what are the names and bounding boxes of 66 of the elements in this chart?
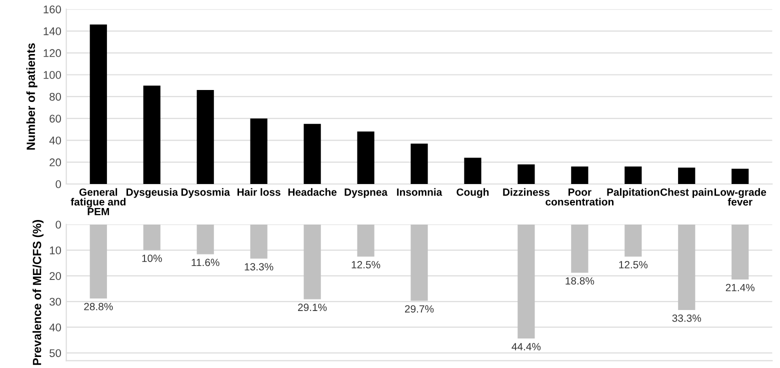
data-label: 44.4% [512, 343, 541, 350]
y-tick-label: 80 [50, 92, 62, 101]
x-tick-label: Headache [288, 188, 337, 196]
bar [732, 224, 749, 280]
x-tick-label: Cough [456, 188, 489, 198]
y-tick-label: 40 [49, 324, 62, 332]
bar [143, 224, 160, 250]
bar [464, 158, 482, 184]
y-tick-label: 20 [50, 158, 62, 166]
bar [90, 24, 107, 184]
bar [732, 168, 749, 184]
y-tick-label: 50 [50, 349, 62, 358]
y-axis-title: Number of patients [26, 43, 38, 150]
y-tick-label: 0 [56, 180, 62, 188]
data-label: 12.5% [619, 261, 648, 268]
bar [196, 224, 214, 254]
x-tick-label: Dysosmia [181, 188, 230, 198]
data-label: 29.1% [298, 304, 327, 312]
bar [304, 124, 321, 184]
x-tick-label: Insomnia [397, 188, 442, 196]
data-label: 11.6% [192, 258, 220, 266]
x-tick-label: General fatigue and PEM [70, 188, 126, 216]
x-tick-label: Dyspnea [344, 188, 388, 198]
x-tick-label: Palpitation [607, 188, 660, 198]
bar [250, 118, 268, 184]
data-label: 13.3% [244, 263, 274, 270]
bar [90, 224, 107, 298]
y-tick-label: 10 [50, 246, 62, 254]
bar [518, 164, 535, 184]
bar [196, 90, 214, 184]
y-tick-label: 160 [44, 5, 62, 14]
x-tick-label: Dizziness [503, 188, 550, 196]
x-tick-label: Dysgeusia [126, 188, 178, 198]
bar [410, 224, 428, 301]
bar [250, 224, 268, 259]
y-tick-label: 0 [56, 220, 62, 229]
data-label: 29.7% [405, 305, 434, 313]
y-axis-title: Prevalence of ME/CFS (%) [32, 220, 44, 365]
y-tick-label: 30 [50, 298, 62, 306]
bar [304, 224, 321, 300]
data-label: 33.3% [672, 314, 702, 322]
x-tick-label: Chest pain [660, 188, 713, 198]
y-tick-label: 20 [50, 272, 62, 280]
bar [624, 224, 642, 257]
bar [624, 166, 642, 184]
x-tick-label: Low-grade fever [714, 188, 766, 206]
data-label: 12.5% [352, 261, 380, 268]
y-tick-label: 40 [49, 136, 62, 144]
data-label: 21.4% [726, 284, 755, 292]
bar [571, 166, 588, 184]
bar [518, 224, 535, 339]
bar [410, 144, 428, 184]
bar [357, 224, 374, 257]
y-tick-label: 100 [44, 71, 62, 79]
y-tick-label: 120 [44, 49, 62, 58]
bar [678, 224, 696, 310]
data-label: 18.8% [566, 277, 594, 285]
bar [143, 86, 160, 184]
bar [571, 224, 588, 273]
data-label: 28.8% [84, 302, 113, 310]
y-tick-label: 60 [50, 114, 62, 123]
x-tick-label: Hair loss [238, 188, 280, 196]
data-label: 10% [142, 254, 162, 262]
bar [678, 168, 696, 184]
bar [357, 132, 374, 184]
y-tick-label: 140 [44, 27, 62, 36]
